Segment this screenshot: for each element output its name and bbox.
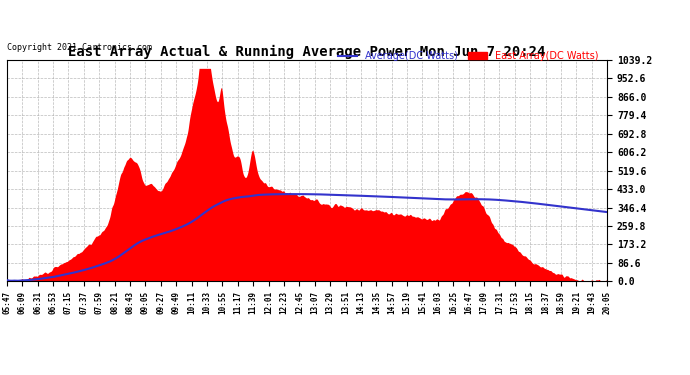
Title: East Array Actual & Running Average Power Mon Jun 7 20:24: East Array Actual & Running Average Powe… xyxy=(68,45,546,59)
Legend: Average(DC Watts), East Array(DC Watts): Average(DC Watts), East Array(DC Watts) xyxy=(334,47,602,65)
Text: Copyright 2021 Cartronics.com: Copyright 2021 Cartronics.com xyxy=(7,43,152,52)
